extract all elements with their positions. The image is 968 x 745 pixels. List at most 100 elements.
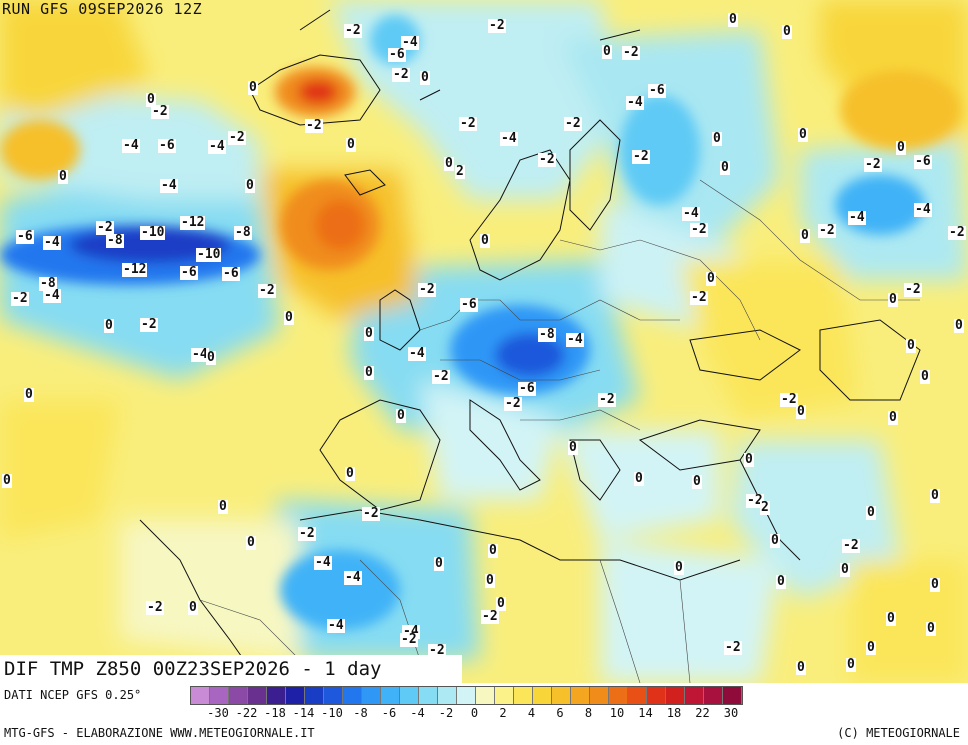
colorbar-tick-label: -10 bbox=[321, 706, 343, 720]
isoline-label: -6 bbox=[222, 266, 240, 281]
colorbar-swatch bbox=[210, 687, 229, 704]
isoline-label: -2 bbox=[690, 222, 708, 237]
colorbar-tick-label: 4 bbox=[527, 706, 536, 720]
isoline-label: 0 bbox=[480, 233, 490, 248]
isoline-label: -4 bbox=[43, 235, 61, 250]
colorbar-tick-label: 18 bbox=[666, 706, 682, 720]
isoline-label: 0 bbox=[674, 560, 684, 575]
isoline-label: -4 bbox=[191, 347, 209, 362]
isoline-label: -2 bbox=[305, 118, 323, 133]
colorbar-tick-label: -6 bbox=[381, 706, 397, 720]
isoline-label: 0 bbox=[796, 404, 806, 419]
isoline-label: 0 bbox=[846, 657, 856, 672]
isoline-label: -2 bbox=[432, 369, 450, 384]
isoline-label: 0 bbox=[364, 365, 374, 380]
isoline-label: -2 bbox=[418, 282, 436, 297]
colorbar-swatch bbox=[514, 687, 533, 704]
colorbar-tick-label: -4 bbox=[410, 706, 425, 720]
isoline-label: 0 bbox=[345, 466, 355, 481]
colorbar-tick-label: 8 bbox=[584, 706, 593, 720]
isoline-label: -10 bbox=[140, 225, 166, 240]
isoline-label: -4 bbox=[401, 35, 419, 50]
isoline-label: -8 bbox=[538, 327, 556, 342]
isoline-label: -2 bbox=[724, 640, 742, 655]
isoline-label: -4 bbox=[122, 138, 140, 153]
isoline-label: -2 bbox=[948, 225, 966, 240]
isoline-label: 0 bbox=[188, 600, 198, 615]
colorbar-swatch bbox=[571, 687, 590, 704]
isoline-label: -4 bbox=[408, 346, 426, 361]
isoline-label: -8 bbox=[106, 233, 124, 248]
isoline-label: 0 bbox=[248, 80, 258, 95]
isoline-label: 0 bbox=[104, 318, 114, 333]
isoline-label: 0 bbox=[712, 131, 722, 146]
isoline-label: -2 bbox=[151, 104, 169, 119]
colorbar-tick-label: 2 bbox=[499, 706, 507, 720]
isoline-label: 0 bbox=[954, 318, 964, 333]
isoline-label: 0 bbox=[444, 156, 454, 171]
isoline-label: -6 bbox=[388, 47, 406, 62]
colorbar-tick-label: -30 bbox=[207, 706, 229, 720]
isoline-label: -6 bbox=[16, 229, 34, 244]
temperature-anomaly-map: RUN GFS 09SEP2026 12Z -2 -4 -6 -2 0 -2 0 0 0 -2 -4… bbox=[0, 0, 968, 683]
isoline-label: -2 bbox=[864, 157, 882, 172]
isoline-label: 0 bbox=[485, 573, 495, 588]
colorbar-swatch bbox=[476, 687, 495, 704]
colorbar-tick-label: -14 bbox=[292, 706, 315, 720]
isoline-label: -12 bbox=[122, 262, 148, 277]
isoline-label: 0 bbox=[568, 440, 578, 455]
isoline-label: 0 bbox=[728, 12, 738, 27]
isoline-label: -12 bbox=[180, 215, 206, 230]
isoline-label: 0 bbox=[206, 350, 216, 365]
isoline-label: 0 bbox=[396, 408, 406, 423]
isoline-label: -2 bbox=[481, 609, 499, 624]
isoline-label: 0 bbox=[602, 44, 612, 59]
isoline-label: -2 bbox=[746, 493, 764, 508]
colorbar-swatch bbox=[191, 687, 210, 704]
isoline-label: -2 bbox=[598, 392, 616, 407]
isoline-label: 0 bbox=[930, 488, 940, 503]
isoline-label: -6 bbox=[180, 265, 198, 280]
isoline-label: -6 bbox=[158, 138, 176, 153]
colorbar-tick-label: 22 bbox=[695, 706, 710, 720]
colorbar-tick-label: 6 bbox=[556, 706, 564, 720]
isoline-label: -4 bbox=[314, 555, 332, 570]
colorbar-swatch bbox=[609, 687, 628, 704]
colorbar-swatch bbox=[229, 687, 248, 704]
colorbar-swatch bbox=[647, 687, 666, 704]
credit-right: (C) METEOGIORNALE bbox=[837, 726, 960, 740]
colorbar-swatch bbox=[419, 687, 438, 704]
isoline-label: 0 bbox=[346, 137, 356, 152]
isoline-label: 0 bbox=[796, 660, 806, 675]
colorbar-tick-label: -18 bbox=[264, 706, 286, 720]
isoline-label: 0 bbox=[58, 169, 68, 184]
colorbar-tick-label: -2 bbox=[438, 706, 454, 720]
isoline-label: -2 bbox=[146, 600, 164, 615]
isoline-label: 0 bbox=[246, 535, 256, 550]
isoline-label: -4 bbox=[43, 288, 61, 303]
colorbar-swatch bbox=[343, 687, 362, 704]
colorbar-swatch bbox=[685, 687, 704, 704]
isoline-label: -2 bbox=[538, 152, 556, 167]
colorbar-swatch bbox=[381, 687, 400, 704]
isoline-label: 0 bbox=[24, 387, 34, 402]
isoline-label: 0 bbox=[930, 577, 940, 592]
isoline-label: 0 bbox=[720, 160, 730, 175]
isoline-label: -2 bbox=[632, 149, 650, 164]
colorbar-swatch bbox=[457, 687, 476, 704]
isoline-label: -4 bbox=[848, 210, 866, 225]
colorbar-tick-label: -8 bbox=[353, 706, 368, 720]
isoline-label: -2 bbox=[392, 67, 410, 82]
isoline-label: 0 bbox=[770, 533, 780, 548]
isoline-label: -6 bbox=[914, 154, 932, 169]
colorbar-swatch bbox=[533, 687, 552, 704]
isoline-label: 0 bbox=[926, 621, 936, 636]
isoline-label: 0 bbox=[782, 24, 792, 39]
isoline-label: -2 bbox=[690, 290, 708, 305]
isoline-label: 0 bbox=[888, 292, 898, 307]
isoline-label: 0 bbox=[218, 499, 228, 514]
isoline-label: -2 bbox=[258, 283, 276, 298]
colorbar-swatch bbox=[248, 687, 267, 704]
colorbar-tick-label: -22 bbox=[235, 706, 258, 720]
colorbar-tick-label: 0 bbox=[470, 706, 479, 720]
